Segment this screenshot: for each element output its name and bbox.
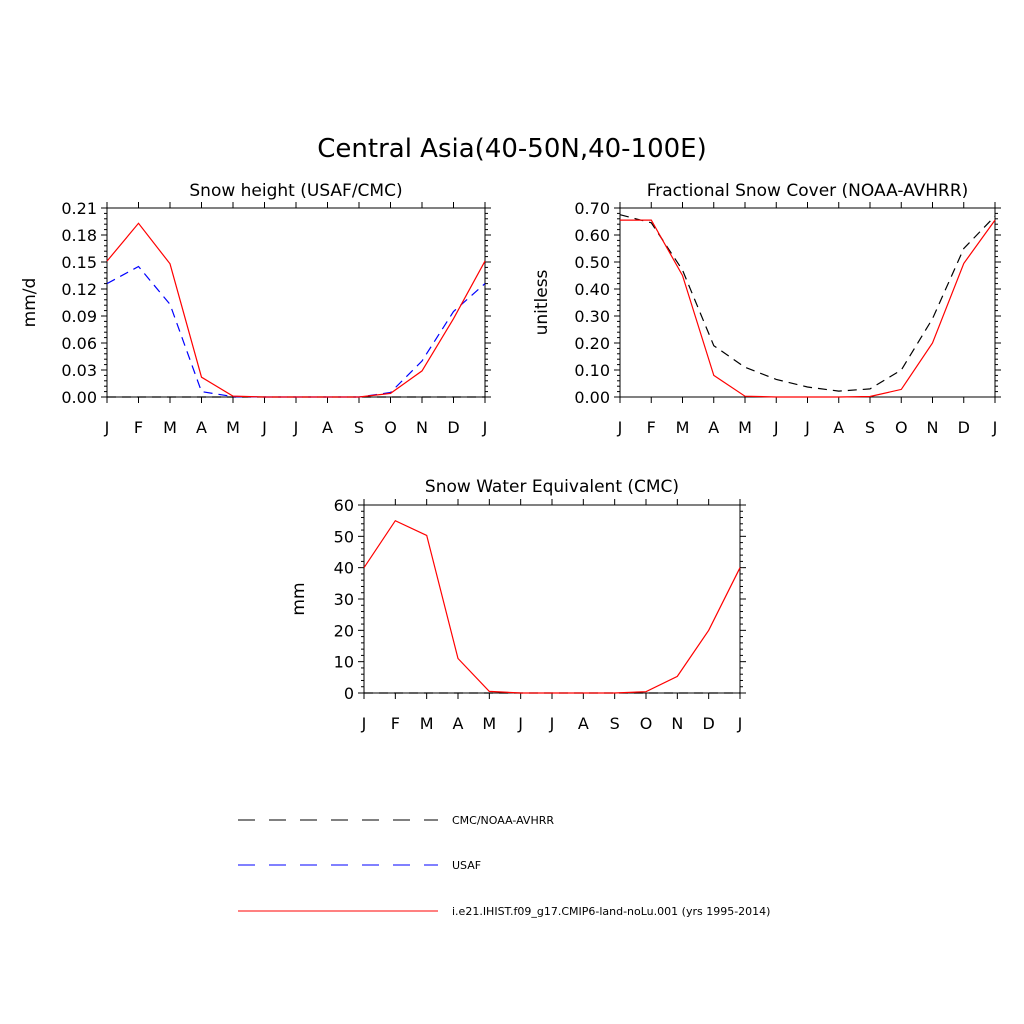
chart-title: Snow Water Equivalent (CMC) bbox=[425, 477, 679, 497]
x-tick-label: J bbox=[293, 418, 299, 437]
y-tick-label: 40 bbox=[334, 559, 354, 578]
legend-label-1: USAF bbox=[452, 859, 481, 872]
y-tick-label: 0.20 bbox=[574, 334, 610, 353]
y-tick-label: 0.00 bbox=[61, 388, 97, 407]
x-tick-label: M bbox=[676, 418, 690, 437]
x-tick-label: F bbox=[391, 714, 400, 733]
x-tick-label: N bbox=[927, 418, 939, 437]
y-tick-label: 0.21 bbox=[61, 199, 97, 218]
x-tick-label: A bbox=[453, 714, 464, 733]
x-tick-label: A bbox=[833, 418, 844, 437]
panel-fractional-snow-cover: Fractional Snow Cover (NOAA-AVHRR) unitle… bbox=[532, 181, 1001, 437]
x-tick-label: J bbox=[361, 714, 367, 733]
x-tick-label: S bbox=[354, 418, 364, 437]
y-tick-label: 0.15 bbox=[61, 253, 97, 272]
y-axis-label: mm/d bbox=[20, 278, 40, 328]
x-tick-label: F bbox=[647, 418, 656, 437]
x-tick-label: A bbox=[322, 418, 333, 437]
x-tick-label: M bbox=[420, 714, 434, 733]
x-tick-label: J bbox=[617, 418, 623, 437]
x-tick-label: S bbox=[610, 714, 620, 733]
y-tick-label: 0.60 bbox=[574, 226, 610, 245]
panel-snow-water-equivalent: Snow Water Equivalent (CMC) mm 0 10 20 30 40 50… bbox=[289, 477, 746, 733]
y-tick-label: 0.40 bbox=[574, 280, 610, 299]
y-tick-label: 50 bbox=[334, 527, 354, 546]
x-tick-label: S bbox=[865, 418, 875, 437]
legend-label-0: CMC/NOAA-AVHRR bbox=[452, 814, 554, 827]
y-tick-label: 10 bbox=[334, 653, 354, 672]
series-line-1 bbox=[106, 265, 486, 398]
x-tick-label: F bbox=[134, 418, 143, 437]
x-tick-label: J bbox=[804, 418, 810, 437]
x-tick-label: J bbox=[737, 714, 743, 733]
plot-frame bbox=[106, 207, 486, 398]
y-tick-label: 0.10 bbox=[574, 361, 610, 380]
x-tick-label: D bbox=[447, 418, 459, 437]
x-tick-label: A bbox=[196, 418, 207, 437]
x-tick-label: J bbox=[104, 418, 110, 437]
y-tick-label: 60 bbox=[334, 496, 354, 515]
series-line-1 bbox=[620, 219, 996, 398]
x-tick-label: J bbox=[549, 714, 555, 733]
x-tick-label: O bbox=[640, 714, 653, 733]
x-tick-label: O bbox=[895, 418, 908, 437]
y-axis-label: unitless bbox=[532, 269, 552, 335]
series-line-0 bbox=[619, 214, 996, 392]
x-tick-label: D bbox=[703, 714, 715, 733]
x-tick-label: M bbox=[482, 714, 496, 733]
y-tick-label: 0.50 bbox=[574, 253, 610, 272]
x-tick-label: M bbox=[226, 418, 240, 437]
y-tick-label: 0.09 bbox=[61, 307, 97, 326]
figure-title: Central Asia(40-50N,40-100E) bbox=[317, 134, 707, 164]
y-tick-label: 20 bbox=[334, 621, 354, 640]
x-tick-label: J bbox=[482, 418, 488, 437]
x-tick-label: J bbox=[517, 714, 523, 733]
x-tick-label: D bbox=[958, 418, 970, 437]
y-tick-label: 0.12 bbox=[61, 280, 97, 299]
y-tick-label: 0.30 bbox=[574, 307, 610, 326]
chart-title: Snow height (USAF/CMC) bbox=[189, 181, 402, 201]
x-tick-label: J bbox=[992, 418, 998, 437]
plot-frame bbox=[619, 207, 996, 398]
y-tick-label: 0 bbox=[344, 684, 354, 703]
x-tick-label: A bbox=[578, 714, 589, 733]
x-tick-label: M bbox=[738, 418, 752, 437]
plot-frame bbox=[363, 504, 741, 694]
y-tick-label: 0.00 bbox=[574, 388, 610, 407]
x-tick-label: A bbox=[708, 418, 719, 437]
x-tick-label: O bbox=[384, 418, 397, 437]
y-tick-label: 0.03 bbox=[61, 361, 97, 380]
y-tick-label: 30 bbox=[334, 590, 354, 609]
legend-label-2: i.e21.IHIST.f09_g17.CMIP6-land-noLu.001 … bbox=[452, 905, 770, 918]
x-tick-label: J bbox=[261, 418, 267, 437]
chart-title: Fractional Snow Cover (NOAA-AVHRR) bbox=[647, 181, 969, 201]
y-axis-label: mm bbox=[289, 582, 309, 615]
y-tick-label: 0.18 bbox=[61, 226, 97, 245]
series-line-1 bbox=[363, 519, 741, 694]
x-tick-label: M bbox=[163, 418, 177, 437]
x-tick-label: N bbox=[671, 714, 683, 733]
y-tick-label: 0.70 bbox=[574, 199, 610, 218]
y-tick-label: 0.06 bbox=[61, 334, 97, 353]
x-tick-label: N bbox=[416, 418, 428, 437]
x-tick-label: J bbox=[773, 418, 779, 437]
series-line-2 bbox=[106, 222, 486, 398]
panel-snow-height: Snow height (USAF/CMC) mm/d 0.00 0.03 0.06 0.… bbox=[20, 181, 491, 437]
legend: CMC/NOAA-AVHRR USAF i.e21.IHIST.f09_g17.CM… bbox=[238, 814, 770, 918]
